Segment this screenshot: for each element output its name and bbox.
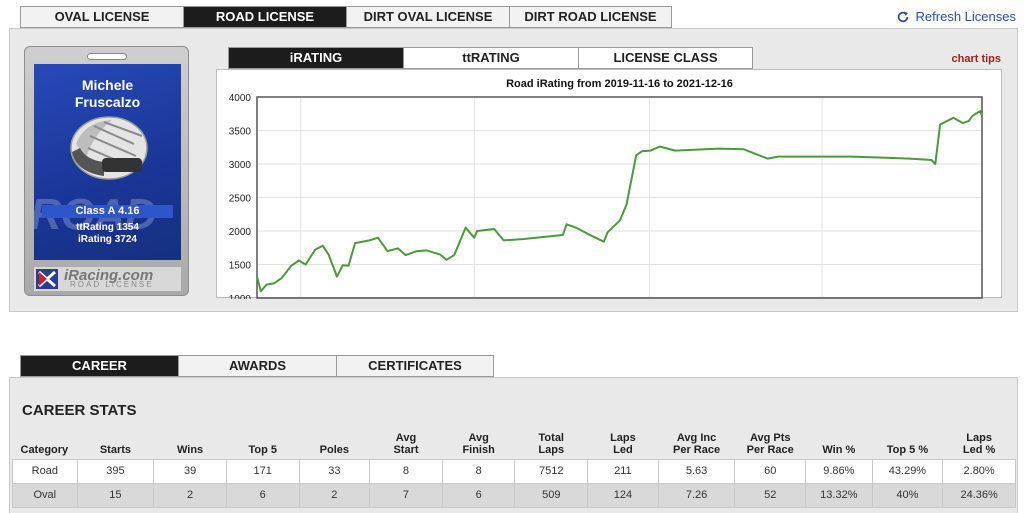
y-tick-label: 1500 — [229, 261, 252, 272]
irating-series-line — [256, 110, 983, 293]
table-cell: 7 — [369, 482, 443, 508]
iracing-logo: iRacing.com ROAD LICENSE — [34, 267, 181, 291]
table-cell: 43.29% — [871, 458, 944, 484]
license-panel: ROAD Michele Fruscalzo Class A 4.16 ttRa… — [9, 28, 1018, 312]
table-cell: 8 — [441, 458, 516, 484]
refresh-label: Refresh Licenses — [915, 9, 1016, 24]
y-tick-label: 3000 — [229, 160, 252, 171]
tab-dirt-oval-license[interactable]: DIRT OVAL LICENSE — [346, 6, 509, 28]
column-header: Avg Finish — [462, 431, 495, 456]
y-tick-label: 1000 — [229, 294, 252, 299]
table-row: Road 395 39 171 33 8 8 7512 211 5.63 60 9.86% 43.29%… — [12, 458, 1016, 484]
career-tabs: CAREER AWARDS CERTIFICATES — [20, 355, 494, 377]
refresh-icon — [897, 10, 908, 22]
table-cell: 2.80% — [942, 458, 1016, 484]
y-tick-label: 4000 — [229, 93, 252, 104]
column-header: Wins — [176, 443, 204, 456]
tt-rating-text: ttRating 1354 — [76, 222, 139, 233]
column-header: Total Laps — [538, 431, 565, 456]
table-cell: Oval — [12, 482, 78, 508]
table-cell: 40% — [871, 482, 944, 508]
table-row: Oval 15 2 6 2 7 6 509 124 7.26 52 13.32% 40% 24.36% — [12, 482, 1016, 508]
license-class-bar: Class A 4.16 — [42, 205, 173, 218]
column-header: Win % — [822, 443, 856, 456]
table-cell: 7512 — [514, 458, 589, 484]
table-cell: 24.36% — [942, 482, 1016, 508]
career-stats-title: CAREER STATS — [22, 402, 137, 419]
y-tick-label: 3500 — [229, 127, 252, 138]
tab-road-license[interactable]: ROAD LICENSE — [183, 6, 346, 28]
chart-tips-link[interactable]: chart tips — [951, 53, 1001, 65]
tab-ttrating[interactable]: ttRATING — [403, 47, 578, 69]
table-cell: 171 — [225, 458, 300, 484]
table-cell: 9.86% — [805, 458, 873, 484]
table-cell: 2 — [298, 482, 371, 508]
table-cell: 395 — [76, 458, 155, 484]
column-header: Starts — [99, 443, 132, 456]
table-cell: 39 — [153, 458, 227, 484]
tab-certificates[interactable]: CERTIFICATES — [336, 355, 494, 377]
table-cell: 2 — [153, 482, 227, 508]
irating-chart-svg: Road iRating from 2019-11-16 to 2021-12-… — [229, 78, 983, 299]
column-header: Avg Start — [393, 431, 419, 456]
tab-career[interactable]: CAREER — [20, 355, 178, 377]
column-header: Laps Led % — [962, 431, 996, 456]
table-cell: 15 — [76, 482, 155, 508]
table-cell: 124 — [587, 482, 659, 508]
table-cell: 7.26 — [657, 482, 736, 508]
column-header: Poles — [319, 443, 350, 456]
column-header: Avg Pts Per Race — [746, 431, 794, 456]
table-cell: 6 — [225, 482, 300, 508]
chart-title: Road iRating from 2019-11-16 to 2021-12-… — [506, 78, 733, 90]
table-cell: Road — [12, 458, 78, 484]
table-cell: 509 — [514, 482, 589, 508]
refresh-licenses-link[interactable]: Refresh Licenses — [896, 9, 1016, 24]
license-tabs: OVAL LICENSE ROAD LICENSE DIRT OVAL LICE… — [20, 6, 672, 28]
helmet-icon — [70, 116, 148, 180]
tab-license-class[interactable]: LICENSE CLASS — [578, 47, 753, 69]
column-header: Category — [20, 443, 69, 456]
tab-awards[interactable]: AWARDS — [178, 355, 336, 377]
tab-irating[interactable]: iRATING — [228, 47, 403, 69]
table-cell: 6 — [441, 482, 516, 508]
chart-tabs: iRATING ttRATING LICENSE CLASS — [228, 47, 753, 69]
table-cell: 52 — [734, 482, 807, 508]
career-panel: CAREER STATS Category Starts Wins Top 5 Pole… — [9, 377, 1018, 513]
career-stats-body: Road 395 39 171 33 8 8 7512 211 5.63 60 9.86% 43.29%… — [12, 458, 1016, 508]
driver-last-name: Fruscalzo — [74, 94, 141, 110]
iracing-flag-icon — [36, 269, 58, 289]
career-stats-header-row: Category Starts Wins Top 5 Poles Avg Start Avg F… — [13, 430, 1016, 459]
iracing-brand-sub: ROAD LICENSE — [70, 280, 154, 289]
y-tick-label: 2500 — [229, 194, 252, 205]
column-header: Top 5 — [248, 443, 277, 456]
card-slot — [87, 53, 127, 60]
table-cell: 33 — [298, 458, 371, 484]
table-cell: 8 — [369, 458, 443, 484]
plot-frame — [256, 96, 983, 299]
table-cell: 211 — [587, 458, 659, 484]
tab-dirt-road-license[interactable]: DIRT ROAD LICENSE — [509, 6, 672, 28]
y-tick-label: 2000 — [229, 227, 252, 238]
driver-name: Michele Fruscalzo — [34, 77, 181, 111]
card-face: ROAD Michele Fruscalzo Class A 4.16 ttRa… — [34, 64, 181, 260]
column-header: Top 5 % — [886, 443, 929, 456]
irating-chart: Road iRating from 2019-11-16 to 2021-12-… — [216, 69, 1002, 299]
column-header: Avg Inc Per Race — [673, 431, 721, 456]
driver-first-name: Michele — [81, 77, 134, 93]
table-cell: 5.63 — [657, 458, 736, 484]
iracing-brand: iRacing.com — [64, 267, 154, 284]
table-cell: 13.32% — [805, 482, 873, 508]
table-cell: 60 — [734, 458, 807, 484]
license-card: ROAD Michele Fruscalzo Class A 4.16 ttRa… — [24, 46, 189, 296]
career-stats-table: Category Starts Wins Top 5 Poles Avg Start Avg F… — [12, 430, 1016, 508]
i-rating-text: iRating 3724 — [78, 234, 137, 245]
column-header: Laps Led — [610, 431, 636, 456]
tab-oval-license[interactable]: OVAL LICENSE — [20, 6, 183, 28]
